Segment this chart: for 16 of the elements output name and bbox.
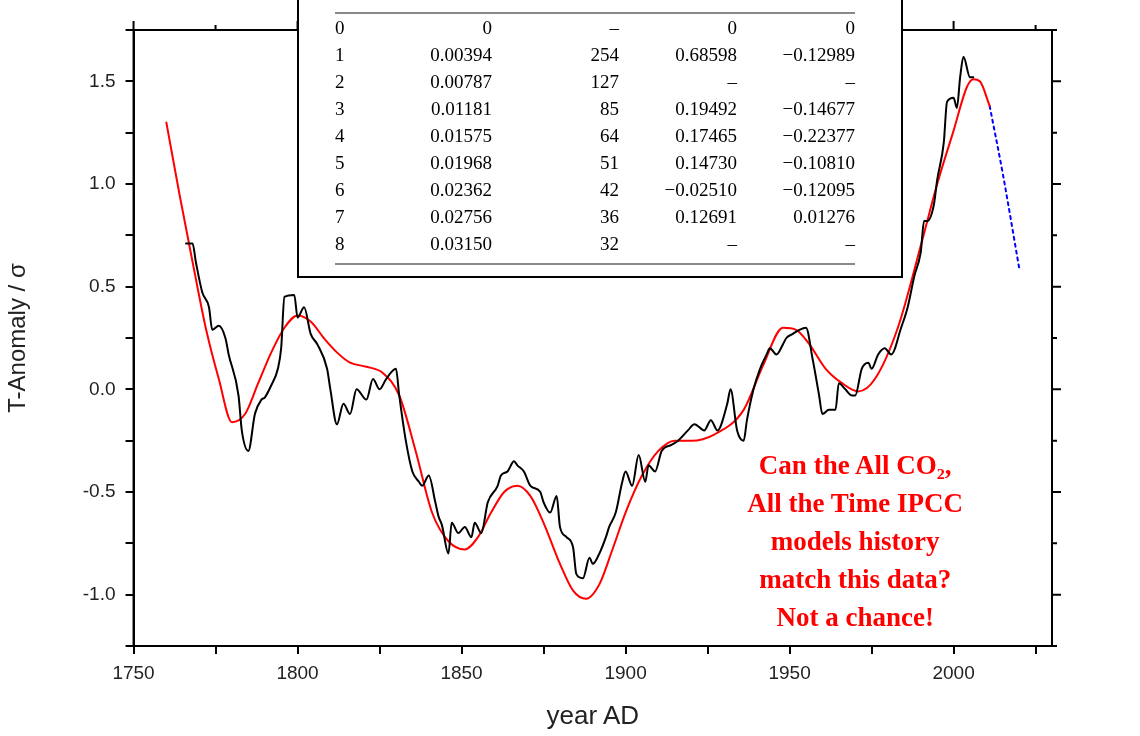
y-tick-label: 1.5	[89, 69, 116, 91]
y-tick-label: -0.5	[82, 480, 116, 502]
x-tick-label: 1850	[440, 661, 483, 683]
y-tick-label: 0.5	[89, 274, 116, 296]
x-tick-label: 1800	[276, 661, 319, 683]
table-panel: 0 0 – 0 0 1 0.00394 254 0.68598 −0.12989 2 0.00787 127 – – 3 0.01181 85 0.19492 −0.14677 4 0.01575 64 0.17465 −0.22377 5 0.01968 51 0.14730 −0.10810 6 0.02362 42 −0.02510 −0.12095 7 0.02756 36 0.12691 0.01276 8 0.03150 32 – –	[297, 0, 903, 278]
y-tick-label: -1.0	[82, 582, 116, 604]
x-tick-label: 2000	[932, 661, 975, 683]
y-axis-title: T-Anomaly / σ	[3, 263, 31, 413]
x-tick-label: 1750	[112, 661, 155, 683]
y-tick-label: 0.0	[89, 377, 116, 399]
x-tick-label: 1950	[768, 661, 811, 683]
x-tick-label: 1900	[604, 661, 647, 683]
y-tick-label: 1.0	[89, 172, 116, 194]
annotation: Can the All CO₂, All the Time IPCC models history match this data? Not a chance!	[747, 450, 964, 633]
x-axis-title: year AD	[546, 699, 640, 730]
